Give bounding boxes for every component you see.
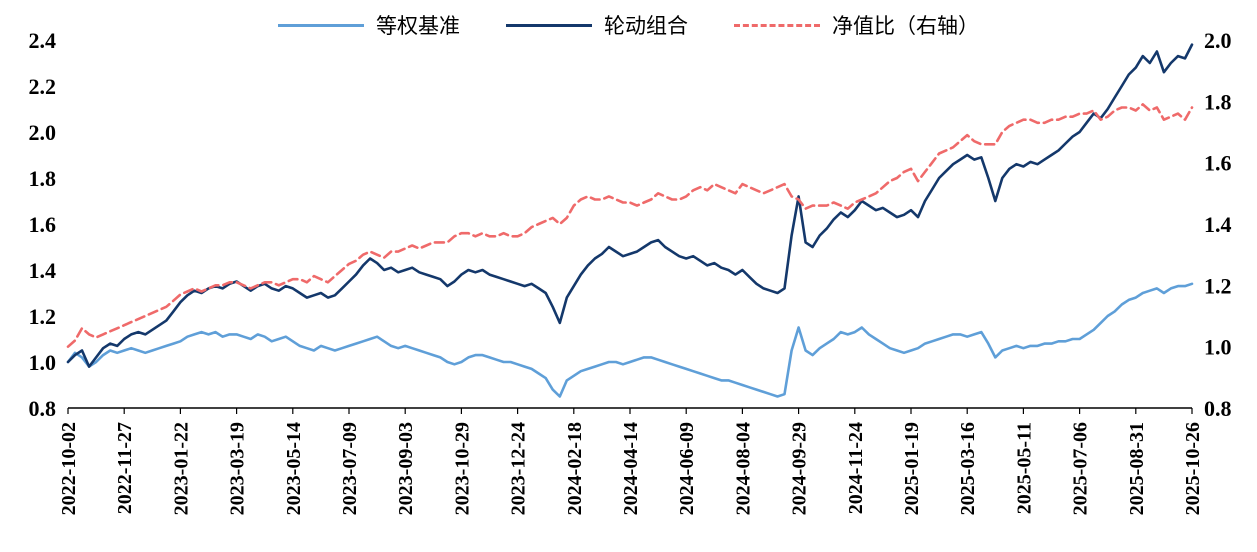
svg-text:2024-04-14: 2024-04-14 bbox=[620, 422, 642, 515]
svg-text:2024-09-29: 2024-09-29 bbox=[789, 422, 811, 515]
svg-text:1.6: 1.6 bbox=[29, 212, 57, 237]
svg-text:2023-10-29: 2023-10-29 bbox=[451, 422, 473, 515]
svg-text:0.8: 0.8 bbox=[29, 396, 57, 421]
svg-text:2.4: 2.4 bbox=[29, 28, 57, 53]
svg-text:1.4: 1.4 bbox=[29, 258, 57, 283]
svg-text:2025-03-16: 2025-03-16 bbox=[957, 422, 979, 515]
svg-text:2023-07-09: 2023-07-09 bbox=[339, 422, 361, 515]
svg-text:1.0: 1.0 bbox=[29, 350, 57, 375]
legend-item-nav-ratio: 净值比（右轴） bbox=[734, 10, 979, 40]
svg-text:2023-01-22: 2023-01-22 bbox=[170, 422, 192, 515]
svg-text:0.8: 0.8 bbox=[1204, 396, 1232, 421]
svg-text:1.2: 1.2 bbox=[29, 304, 57, 329]
svg-text:1.0: 1.0 bbox=[1204, 335, 1232, 360]
svg-text:2025-10-26: 2025-10-26 bbox=[1182, 422, 1204, 515]
benchmark-line-swatch-icon bbox=[278, 23, 364, 27]
svg-text:2025-05-11: 2025-05-11 bbox=[1013, 422, 1035, 514]
svg-text:1.2: 1.2 bbox=[1204, 273, 1232, 298]
svg-text:2024-02-18: 2024-02-18 bbox=[564, 422, 586, 515]
svg-text:2.0: 2.0 bbox=[29, 120, 57, 145]
svg-text:2025-01-19: 2025-01-19 bbox=[901, 422, 923, 515]
svg-text:2024-08-04: 2024-08-04 bbox=[732, 422, 754, 515]
legend-label-nav-ratio: 净值比（右轴） bbox=[832, 14, 979, 38]
svg-text:2022-11-27: 2022-11-27 bbox=[114, 422, 136, 514]
chart-legend: 等权基准 轮动组合 净值比（右轴） bbox=[0, 10, 1257, 40]
svg-text:2.2: 2.2 bbox=[29, 74, 57, 99]
svg-text:2023-05-14: 2023-05-14 bbox=[283, 422, 305, 515]
portfolio-line-swatch-icon bbox=[506, 23, 592, 27]
svg-text:2024-06-09: 2024-06-09 bbox=[676, 422, 698, 515]
svg-text:1.4: 1.4 bbox=[1204, 212, 1232, 237]
legend-item-portfolio: 轮动组合 bbox=[506, 10, 688, 40]
legend-item-benchmark: 等权基准 bbox=[278, 10, 460, 40]
svg-text:2023-03-19: 2023-03-19 bbox=[227, 422, 249, 515]
svg-text:2024-11-24: 2024-11-24 bbox=[845, 422, 867, 514]
svg-text:2025-07-06: 2025-07-06 bbox=[1070, 422, 1092, 515]
svg-text:1.8: 1.8 bbox=[29, 166, 57, 191]
svg-text:2.0: 2.0 bbox=[1204, 28, 1232, 53]
svg-text:2023-09-03: 2023-09-03 bbox=[395, 422, 417, 515]
svg-text:2023-12-24: 2023-12-24 bbox=[508, 422, 530, 515]
svg-text:2025-08-31: 2025-08-31 bbox=[1126, 422, 1148, 515]
nav-ratio-line-swatch-icon bbox=[734, 23, 820, 27]
svg-text:1.6: 1.6 bbox=[1204, 151, 1232, 176]
legend-label-benchmark: 等权基准 bbox=[376, 14, 460, 38]
legend-label-portfolio: 轮动组合 bbox=[604, 14, 688, 38]
svg-text:2022-10-02: 2022-10-02 bbox=[58, 422, 80, 515]
svg-text:1.8: 1.8 bbox=[1204, 89, 1232, 114]
